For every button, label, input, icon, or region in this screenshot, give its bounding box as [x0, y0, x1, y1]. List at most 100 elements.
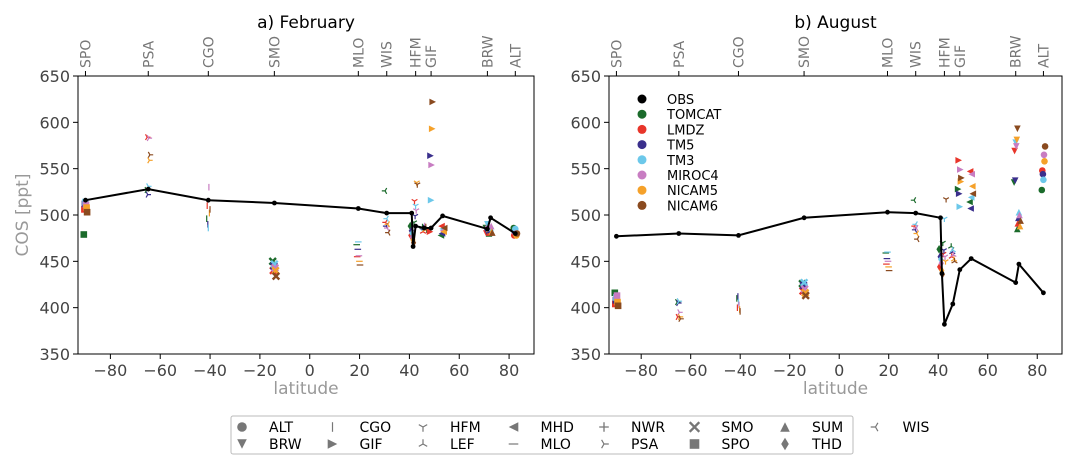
legend-label: MIROC4: [667, 169, 719, 184]
obs-point: [409, 210, 415, 216]
obs-point: [145, 186, 151, 192]
data-point-nicam5: [913, 230, 920, 237]
obs-point: [950, 301, 956, 307]
x-tick-label: 60: [978, 361, 998, 380]
data-point-lmdz: [955, 157, 962, 164]
obs-point: [1013, 280, 1019, 285]
data-point-nicam5: [428, 125, 436, 133]
y-tick-label: 600: [39, 113, 70, 132]
data-point-nicam5: [1041, 158, 1048, 165]
data-point-tm3: [412, 203, 419, 209]
legend-dot-nicam6: [637, 200, 647, 210]
triangle-right-icon: [327, 439, 338, 449]
tri-right-icon: [601, 439, 609, 449]
obs-point: [968, 256, 974, 261]
data-point-nicam6: [958, 174, 965, 182]
obs-point: [801, 215, 807, 221]
obs-point: [410, 244, 416, 249]
top-site-label: SMO: [797, 36, 813, 68]
site-legend-label: MLO: [541, 437, 571, 453]
legend-label: TOMCAT: [666, 108, 721, 123]
x-tick-label: −20: [773, 361, 807, 380]
top-site-label: ALT: [508, 44, 524, 68]
data-point-nicam5: [384, 221, 391, 228]
y-tick-label: 450: [39, 252, 70, 271]
site-legend-label: NWR: [631, 420, 665, 436]
data-point-nicam5: [1016, 222, 1024, 230]
x-tick-label: −40: [723, 361, 757, 380]
data-point-miroc4: [428, 161, 435, 169]
legend-dot-obs: [637, 94, 647, 104]
data-point-nicam6: [801, 291, 810, 300]
data-point-nicam6: [614, 302, 622, 310]
obs-point: [736, 233, 741, 238]
data-point-nicam6: [147, 151, 154, 158]
data-point-nicam6: [951, 258, 958, 264]
obs-point: [488, 215, 493, 221]
obs-point: [957, 267, 963, 273]
obs-point: [272, 200, 277, 206]
data-point-tomcat: [80, 231, 88, 238]
y-tick-label: 450: [570, 252, 601, 271]
obs-point: [1016, 261, 1022, 267]
data-point-tomcat: [954, 185, 962, 193]
data-point-nicam5: [942, 259, 949, 265]
obs-point: [440, 213, 445, 219]
data-point-miroc4: [941, 254, 949, 260]
data-point-miroc4: [950, 251, 957, 258]
data-point-tm3: [967, 194, 975, 201]
data-point-nicam6: [271, 272, 281, 281]
top-site-label: GIF: [424, 45, 440, 68]
top-site-label: WIS: [909, 41, 925, 68]
x-axis-label: latitude: [273, 379, 338, 399]
obs-point: [614, 233, 619, 239]
data-point-lmdz: [1011, 147, 1018, 155]
tri-up-icon: [418, 439, 428, 447]
tri-left-icon: [870, 422, 879, 432]
legend-label: NICAM5: [667, 184, 718, 199]
data-point-tm5: [145, 191, 151, 198]
x-tick-label: −40: [193, 361, 227, 380]
top-site-label: CGO: [732, 36, 748, 68]
top-site-label: BRW: [1009, 35, 1025, 68]
site-legend-label: PSA: [631, 437, 659, 453]
data-point-miroc4: [913, 224, 919, 232]
top-site-label: BRW: [480, 35, 496, 68]
data-point-tm3: [427, 196, 435, 204]
data-point-miroc4: [613, 292, 621, 299]
data-point-nicam6: [385, 229, 391, 236]
top-site-label: ALT: [1036, 44, 1052, 68]
x-tick-label: −60: [674, 361, 708, 380]
diamond-icon: [781, 437, 789, 451]
chart-title: a) February: [257, 13, 355, 33]
data-point-nicam5: [969, 183, 976, 190]
site-legend-label: SPO: [722, 437, 750, 453]
legend-label: TM5: [666, 139, 694, 154]
data-point-miroc4: [146, 134, 153, 142]
legend-dot-tm3: [637, 155, 647, 165]
x-tick-label: 80: [1027, 361, 1047, 380]
legend-label: OBS: [667, 93, 694, 108]
site-legend-label: BRW: [269, 437, 302, 453]
x-tick-label: −60: [143, 361, 177, 380]
obs-point: [83, 197, 88, 203]
x-tick-label: 40: [928, 361, 948, 380]
x-tick-label: 80: [499, 361, 519, 380]
circle-icon: [237, 422, 247, 432]
x-tick-label: 20: [349, 361, 369, 380]
y-tick-label: 550: [39, 160, 70, 179]
top-site-label: SMO: [267, 36, 283, 68]
site-legend-label: WIS: [903, 420, 930, 436]
data-point-nicam6: [1041, 143, 1049, 150]
tri-down-icon: [418, 424, 428, 432]
data-point-tm3: [956, 203, 964, 210]
site-legend-label: GIF: [360, 437, 383, 453]
data-point-tomcat: [1038, 186, 1046, 194]
site-legend-label: HFM: [450, 420, 481, 436]
data-point-miroc4: [1013, 143, 1020, 150]
top-site-label: MLO: [881, 38, 897, 68]
top-site-label: SPO: [609, 40, 625, 68]
